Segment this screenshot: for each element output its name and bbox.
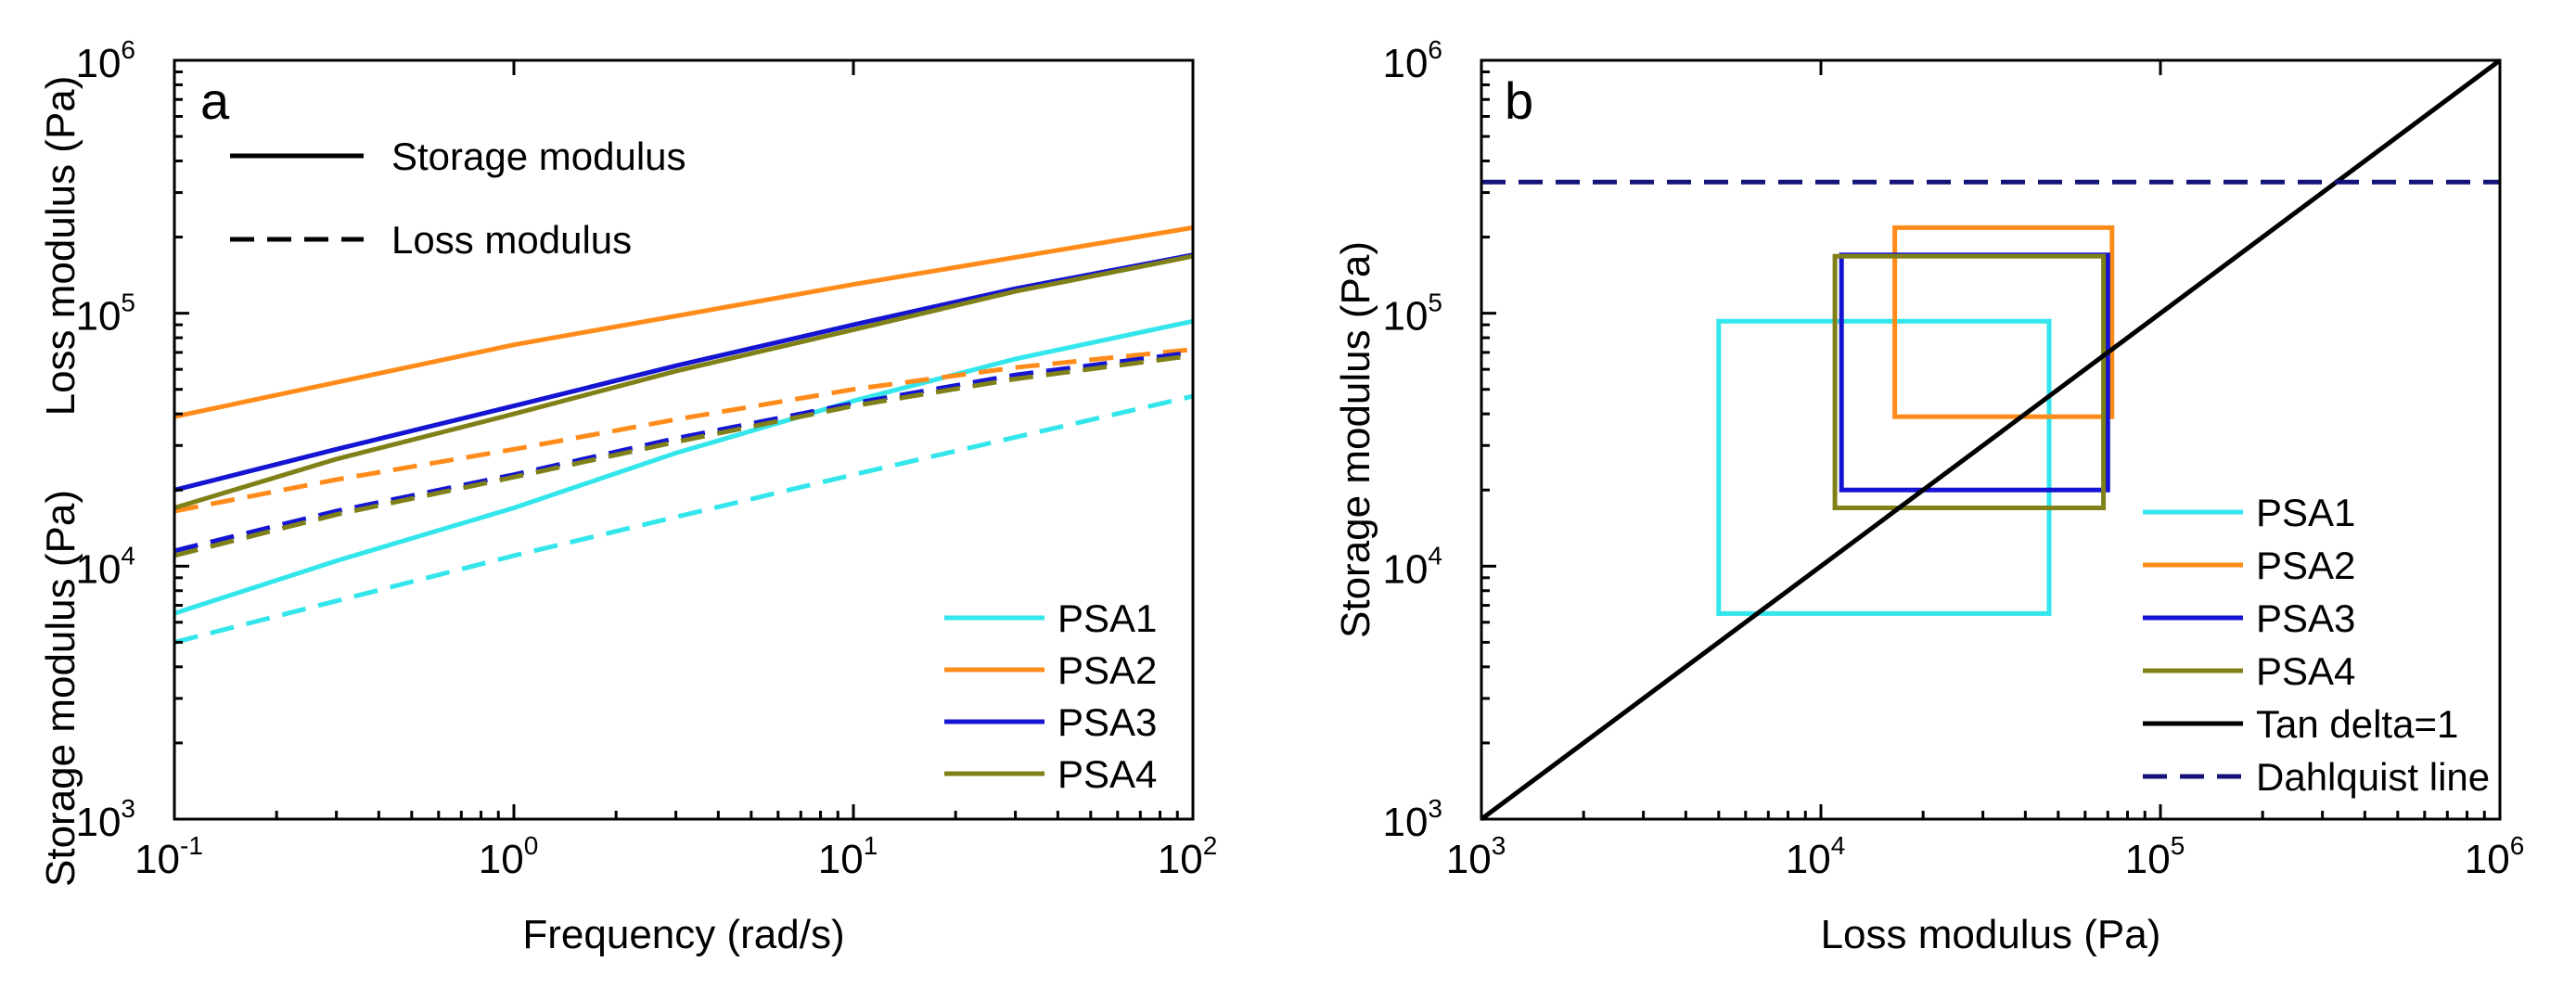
legend-label-psa1: PSA1: [1057, 596, 1157, 640]
panel-b-x-tick-label: 106: [2465, 831, 2525, 882]
reference-tan-delta-1-line: [1480, 58, 2502, 822]
legend-label-psa2: PSA2: [2256, 544, 2355, 587]
panel-b-y-axis-label: Storage modulus (Pa): [1333, 241, 1378, 638]
panel-a-y-tick-label: 103: [75, 794, 135, 845]
panel-b-x-tick-base: 10: [1786, 837, 1831, 882]
panel-b-y-tick-label: 106: [1382, 35, 1442, 86]
panel-b-x-tick-label: 105: [2125, 831, 2185, 882]
panel-a-x-tick-exponent: 2: [1203, 831, 1218, 860]
panel-a-y-tick-base: 10: [75, 294, 121, 340]
panel-b-y-tick-base: 10: [1382, 800, 1428, 845]
panel-b-y-tick-label: 105: [1382, 288, 1442, 340]
panel-a-style-legend: Storage modulus Loss modulus: [230, 135, 686, 262]
panel-a-y-tick-exponent: 3: [121, 794, 135, 823]
legend-label-psa3: PSA3: [2256, 596, 2355, 640]
series-psa3-storage-line: [173, 252, 1194, 493]
panel-b-x-tick-base: 10: [2125, 837, 2171, 882]
panel-a-y-tick-exponent: 5: [121, 288, 135, 317]
style-legend-label-dashed: Loss modulus: [391, 218, 632, 262]
panel-a-x-tick-base: 10: [1158, 837, 1203, 882]
window-psa2: [1892, 224, 2115, 419]
legend-label-psa1: PSA1: [2256, 491, 2355, 534]
panel-b-x-tick-base: 10: [1446, 837, 1492, 882]
panel-a-y-tick-exponent: 6: [121, 35, 135, 64]
panel-b-x-tick-exponent: 6: [2510, 831, 2525, 860]
series-psa2-storage-line: [173, 224, 1194, 419]
panel-a-x-tick-base: 10: [479, 837, 524, 882]
panel-a-x-tick-label: 100: [479, 831, 539, 882]
panel-b-y-tick-label: 103: [1382, 794, 1442, 845]
panel-b-x-tick-exponent: 3: [1492, 831, 1506, 860]
panel-b-y-tick-exponent: 3: [1428, 794, 1442, 823]
panel-a-y-tick-label: 106: [75, 35, 135, 86]
window-psa1: [1716, 318, 2052, 616]
panel-a-y-axis-label-storage: Storage modulus (Pa): [38, 490, 83, 887]
panel-b-legend: PSA1 PSA2 PSA3 PSA4 Tan delta=1 Dahlquist lin…: [2143, 491, 2490, 799]
legend-label-tan-delta-1: Tan delta=1: [2256, 702, 2458, 746]
panel-a-y-tick-base: 10: [75, 41, 121, 86]
panel-b-y-tick-exponent: 4: [1428, 541, 1442, 570]
panel-a-x-tick-label: 102: [1158, 831, 1218, 882]
panel-b-y-tick-base: 10: [1382, 41, 1428, 86]
legend-label-psa2: PSA2: [1057, 648, 1157, 692]
window-psa3: [1839, 252, 2110, 493]
series-psa3-loss-line: [173, 350, 1194, 554]
window-psa4: [1832, 253, 2107, 510]
panel-a-x-tick-exponent: 1: [864, 831, 878, 860]
panel-b-x-tick-exponent: 5: [2171, 831, 2185, 860]
panel-b-x-tick-base: 10: [2465, 837, 2510, 882]
panel-a-x-axis-label: Frequency (rad/s): [522, 912, 844, 957]
panel-b-y-tick-base: 10: [1382, 546, 1428, 592]
panel-a-data: [173, 224, 1194, 645]
style-legend-label-solid: Storage modulus: [391, 135, 686, 178]
panel-b-y-tick-exponent: 6: [1428, 35, 1442, 64]
legend-label-dahlquist-line: Dahlquist line: [2256, 755, 2490, 799]
panel-b-y-tick-base: 10: [1382, 294, 1428, 340]
panel-b-x-tick-label: 103: [1446, 831, 1506, 882]
panel-b-y-tick-label: 104: [1382, 541, 1442, 592]
panel-a-y-tick-base: 10: [75, 800, 121, 845]
panel-a-x-tick-label: 10-1: [135, 831, 203, 882]
panel-a-x-tick-base: 10: [135, 837, 180, 882]
panel-a-x-tick-exponent: -1: [180, 831, 203, 860]
panel-a-y-axis-label-loss: Loss modulus (Pa): [38, 76, 83, 417]
panel-a-x-tick-label: 101: [818, 831, 878, 882]
series-psa1-loss-line: [173, 393, 1194, 645]
legend-label-psa3: PSA3: [1057, 700, 1157, 744]
panel-a-x-tick-base: 10: [818, 837, 864, 882]
panel-a-legend: PSA1 PSA2 PSA3 PSA4: [944, 596, 1157, 796]
panel-a-y-tick-label: 105: [75, 288, 135, 340]
panel-b-x-tick-exponent: 4: [1831, 831, 1846, 860]
panel-b-axes-frame: [1480, 58, 2502, 821]
panel-a-x-tick-exponent: 0: [524, 831, 539, 860]
legend-label-psa4: PSA4: [2256, 649, 2355, 693]
panel-a-y-tick-exponent: 4: [121, 541, 135, 570]
series-psa2-loss-line: [173, 347, 1194, 514]
panel-b-x-axis-label: Loss modulus (Pa): [1821, 912, 2161, 957]
series-psa1-storage-line: [173, 318, 1194, 616]
panel-b-data: [1480, 58, 2502, 822]
panel-a-y-tick-label: 104: [75, 541, 135, 592]
panel-a-axes-frame: [173, 58, 1195, 821]
panel-b-y-tick-exponent: 5: [1428, 288, 1442, 317]
panel-a-label: a: [200, 71, 230, 130]
series-psa4-storage-line: [173, 253, 1194, 510]
legend-label-psa4: PSA4: [1057, 752, 1157, 796]
panel-b-x-tick-label: 104: [1786, 831, 1846, 882]
panel-a-y-tick-base: 10: [75, 546, 121, 592]
series-psa4-loss-line: [173, 353, 1194, 558]
panel-b-label: b: [1505, 71, 1533, 130]
